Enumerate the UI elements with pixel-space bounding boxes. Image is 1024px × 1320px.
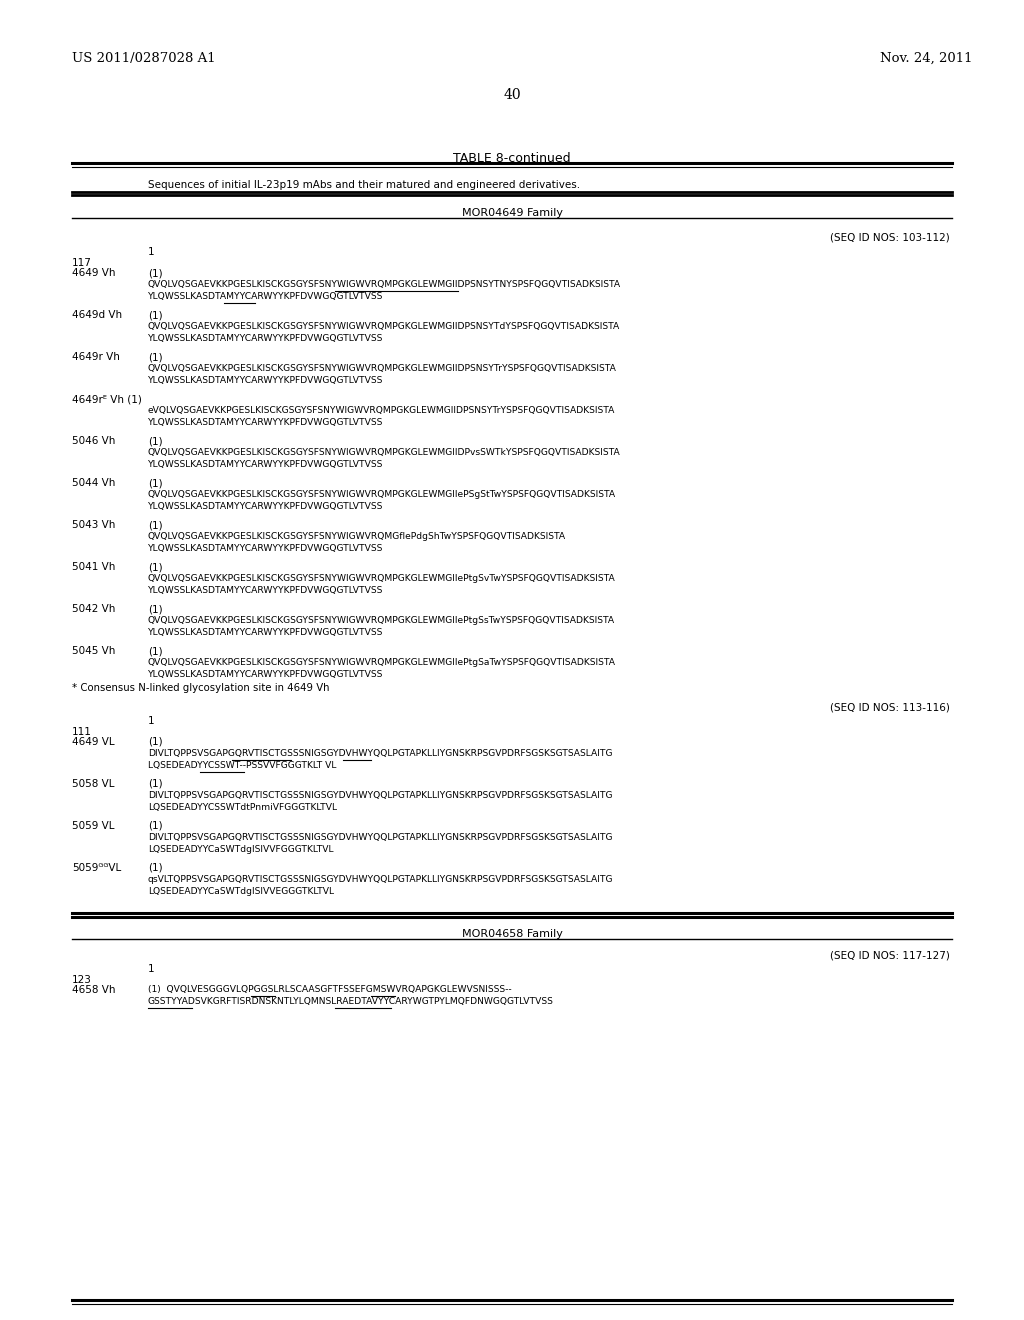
Text: LQSEDEADYYCSSWT--PSSVVFGGGTKLT VL: LQSEDEADYYCSSWT--PSSVVFGGGTKLT VL xyxy=(148,762,336,770)
Text: QVQLVQSGAEVKKPGESLKISCKGSGYSFSNYWIGWVRQMPGKGLEWMGIIDPSNSYTrYSPSFQGQVTISADKSISTA: QVQLVQSGAEVKKPGESLKISCKGSGYSFSNYWIGWVRQM… xyxy=(148,364,616,374)
Text: US 2011/0287028 A1: US 2011/0287028 A1 xyxy=(72,51,216,65)
Text: 4649r Vh: 4649r Vh xyxy=(72,352,120,362)
Text: YLQWSSLKASDTAMYYCARWYYKPFDVWGQGTLVTVSS: YLQWSSLKASDTAMYYCARWYYKPFDVWGQGTLVTVSS xyxy=(148,544,383,553)
Text: (1): (1) xyxy=(148,605,163,614)
Text: YLQWSSLKASDTAMYYCARWYYKPFDVWGQGTLVTVSS: YLQWSSLKASDTAMYYCARWYYKPFDVWGQGTLVTVSS xyxy=(148,502,383,511)
Text: QVQLVQSGAEVKKPGESLKISCKGSGYSFSNYWIGWVRQMPGKGLEWMGIIePtgSsTwYSPSFQGQVTISADKSISTA: QVQLVQSGAEVKKPGESLKISCKGSGYSFSNYWIGWVRQM… xyxy=(148,616,615,624)
Text: (SEQ ID NOS: 113-116): (SEQ ID NOS: 113-116) xyxy=(830,704,950,713)
Text: TABLE 8-continued: TABLE 8-continued xyxy=(454,152,570,165)
Text: Sequences of initial IL-23p19 mAbs and their matured and engineered derivatives.: Sequences of initial IL-23p19 mAbs and t… xyxy=(148,180,581,190)
Text: 5041 Vh: 5041 Vh xyxy=(72,562,116,572)
Text: YLQWSSLKASDTAMYYCARWYYKPFDVWGQGTLVTVSS: YLQWSSLKASDTAMYYCARWYYKPFDVWGQGTLVTVSS xyxy=(148,459,383,469)
Text: eVQLVQSGAEVKKPGESLKISCKGSGYSFSNYWIGWVRQMPGKGLEWMGIIDPSNSYTrYSPSFQGQVTISADKSISTA: eVQLVQSGAEVKKPGESLKISCKGSGYSFSNYWIGWVRQM… xyxy=(148,407,615,414)
Text: QVQLVQSGAEVKKPGESLKISCKGSGYSFSNYWIGWVRQMGfIePdgShTwYSPSFQGQVTISADKSISTA: QVQLVQSGAEVKKPGESLKISCKGSGYSFSNYWIGWVRQM… xyxy=(148,532,566,541)
Text: 4649 VL: 4649 VL xyxy=(72,737,115,747)
Text: QVQLVQSGAEVKKPGESLKISCKGSGYSFSNYWIGWVRQMPGKGLEWMGIIDPvsSWTkYSPSFQGQVTISADKSISTA: QVQLVQSGAEVKKPGESLKISCKGSGYSFSNYWIGWVRQM… xyxy=(148,447,621,457)
Text: 1: 1 xyxy=(148,964,155,974)
Text: (1): (1) xyxy=(148,268,163,279)
Text: YLQWSSLKASDTAMYYCARWYYKPFDVWGQGTLVTVSS: YLQWSSLKASDTAMYYCARWYYKPFDVWGQGTLVTVSS xyxy=(148,628,383,638)
Text: (1): (1) xyxy=(148,821,163,832)
Text: (1): (1) xyxy=(148,478,163,488)
Text: 5044 Vh: 5044 Vh xyxy=(72,478,116,488)
Text: 4649rᴱ Vh (1): 4649rᴱ Vh (1) xyxy=(72,393,142,404)
Text: QVQLVQSGAEVKKPGESLKISCKGSGYSFSNYWIGWVRQMPGKGLEWMGIIDPSNSYTdYSPSFQGQVTISADKSISTA: QVQLVQSGAEVKKPGESLKISCKGSGYSFSNYWIGWVRQM… xyxy=(148,322,621,331)
Text: (1): (1) xyxy=(148,737,163,747)
Text: 5059ᴳᴳVL: 5059ᴳᴳVL xyxy=(72,863,121,873)
Text: 4658 Vh: 4658 Vh xyxy=(72,985,116,995)
Text: GSSTYYADSVKGRFTISRDNSKNTLYLQMNSLRAEDTAVYYCARYWGTPYLMQFDNWGQGTLVTVSS: GSSTYYADSVKGRFTISRDNSKNTLYLQMNSLRAEDTAVY… xyxy=(148,997,554,1006)
Text: (1): (1) xyxy=(148,436,163,446)
Text: (1): (1) xyxy=(148,310,163,319)
Text: qsVLTQPPSVSGAPGQRVTISCTGSSSNIGSGYDVHWYQQLPGTAPKLLIYGNSKRPSGVPDRFSGSKSGTSASLAITG: qsVLTQPPSVSGAPGQRVTISCTGSSSNIGSGYDVHWYQQ… xyxy=(148,875,613,884)
Text: YLQWSSLKASDTAMYYCARWYYKPFDVWGQGTLVTVSS: YLQWSSLKASDTAMYYCARWYYKPFDVWGQGTLVTVSS xyxy=(148,292,383,301)
Text: YLQWSSLKASDTAMYYCARWYYKPFDVWGQGTLVTVSS: YLQWSSLKASDTAMYYCARWYYKPFDVWGQGTLVTVSS xyxy=(148,376,383,385)
Text: YLQWSSLKASDTAMYYCARWYYKPFDVWGQGTLVTVSS: YLQWSSLKASDTAMYYCARWYYKPFDVWGQGTLVTVSS xyxy=(148,418,383,426)
Text: Nov. 24, 2011: Nov. 24, 2011 xyxy=(880,51,973,65)
Text: * Consensus N-linked glycosylation site in 4649 Vh: * Consensus N-linked glycosylation site … xyxy=(72,682,330,693)
Text: (1): (1) xyxy=(148,863,163,873)
Text: (SEQ ID NOS: 117-127): (SEQ ID NOS: 117-127) xyxy=(830,950,950,961)
Text: LQSEDEADYYCaSWTdglSlVVEGGGTKLTVL: LQSEDEADYYCaSWTdglSlVVEGGGTKLTVL xyxy=(148,887,334,896)
Text: 111: 111 xyxy=(72,727,92,737)
Text: 4649d Vh: 4649d Vh xyxy=(72,310,122,319)
Text: MOR04649 Family: MOR04649 Family xyxy=(462,209,562,218)
Text: 5058 VL: 5058 VL xyxy=(72,779,115,789)
Text: (1): (1) xyxy=(148,562,163,572)
Text: 5046 Vh: 5046 Vh xyxy=(72,436,116,446)
Text: (SEQ ID NOS: 103-112): (SEQ ID NOS: 103-112) xyxy=(830,234,950,243)
Text: 117: 117 xyxy=(72,257,92,268)
Text: 4649 Vh: 4649 Vh xyxy=(72,268,116,279)
Text: 5059 VL: 5059 VL xyxy=(72,821,115,832)
Text: QVQLVQSGAEVKKPGESLKISCKGSGYSFSNYWIGWVRQMPGKGLEWMGIIePSgStTwYSPSFQGQVTISADKSISTA: QVQLVQSGAEVKKPGESLKISCKGSGYSFSNYWIGWVRQM… xyxy=(148,490,616,499)
Text: QVQLVQSGAEVKKPGESLKISCKGSGYSFSNYWIGWVRQMPGKGLEWMGIIePtgSaTwYSPSFQGQVTISADKSISTA: QVQLVQSGAEVKKPGESLKISCKGSGYSFSNYWIGWVRQM… xyxy=(148,657,616,667)
Text: 5043 Vh: 5043 Vh xyxy=(72,520,116,531)
Text: YLQWSSLKASDTAMYYCARWYYKPFDVWGQGTLVTVSS: YLQWSSLKASDTAMYYCARWYYKPFDVWGQGTLVTVSS xyxy=(148,671,383,678)
Text: (1): (1) xyxy=(148,352,163,362)
Text: 5045 Vh: 5045 Vh xyxy=(72,645,116,656)
Text: 5042 Vh: 5042 Vh xyxy=(72,605,116,614)
Text: (1): (1) xyxy=(148,779,163,789)
Text: (1): (1) xyxy=(148,520,163,531)
Text: DIVLTQPPSVSGAPGQRVTISCTGSSSNIGSGYDVHWYQQLPGTAPKLLIYGNSKRPSGVPDRFSGSKSGTSASLAITG: DIVLTQPPSVSGAPGQRVTISCTGSSSNIGSGYDVHWYQQ… xyxy=(148,748,612,758)
Text: (1)  QVQLVESGGGVLQPGGSLRLSCAASGFTFSSEFGMSWVRQAPGKGLEWVSNISSS--: (1) QVQLVESGGGVLQPGGSLRLSCAASGFTFSSEFGMS… xyxy=(148,985,512,994)
Text: LQSEDEADYYCSSWTdtPnmiVFGGGTKLTVL: LQSEDEADYYCSSWTdtPnmiVFGGGTKLTVL xyxy=(148,803,337,812)
Text: 40: 40 xyxy=(503,88,521,102)
Text: LQSEDEADYYCaSWTdglSlVVFGGGTKLTVL: LQSEDEADYYCaSWTdglSlVVFGGGTKLTVL xyxy=(148,845,334,854)
Text: QVQLVQSGAEVKKPGESLKISCKGSGYSFSNYWIGWVRQMPGKGLEWMGIIDPSNSYTNYSPSFQGQVTISADKSISTA: QVQLVQSGAEVKKPGESLKISCKGSGYSFSNYWIGWVRQM… xyxy=(148,280,622,289)
Text: QVQLVQSGAEVKKPGESLKISCKGSGYSFSNYWIGWVRQMPGKGLEWMGIIePtgSvTwYSPSFQGQVTISADKSISTA: QVQLVQSGAEVKKPGESLKISCKGSGYSFSNYWIGWVRQM… xyxy=(148,574,615,583)
Text: 1: 1 xyxy=(148,247,155,257)
Text: 123: 123 xyxy=(72,975,92,985)
Text: DIVLTQPPSVSGAPGQRVTISCTGSSSNIGSGYDVHWYQQLPGTAPKLLIYGNSKRPSGVPDRFSGSKSGTSASLAITG: DIVLTQPPSVSGAPGQRVTISCTGSSSNIGSGYDVHWYQQ… xyxy=(148,791,612,800)
Text: MOR04658 Family: MOR04658 Family xyxy=(462,929,562,939)
Text: 1: 1 xyxy=(148,715,155,726)
Text: (1): (1) xyxy=(148,645,163,656)
Text: YLQWSSLKASDTAMYYCARWYYKPFDVWGQGTLVTVSS: YLQWSSLKASDTAMYYCARWYYKPFDVWGQGTLVTVSS xyxy=(148,334,383,343)
Text: DIVLTQPPSVSGAPGQRVTISCTGSSSNIGSGYDVHWYQQLPGTAPKLLIYGNSKRPSGVPDRFSGSKSGTSASLAITG: DIVLTQPPSVSGAPGQRVTISCTGSSSNIGSGYDVHWYQQ… xyxy=(148,833,612,842)
Text: YLQWSSLKASDTAMYYCARWYYKPFDVWGQGTLVTVSS: YLQWSSLKASDTAMYYCARWYYKPFDVWGQGTLVTVSS xyxy=(148,586,383,595)
